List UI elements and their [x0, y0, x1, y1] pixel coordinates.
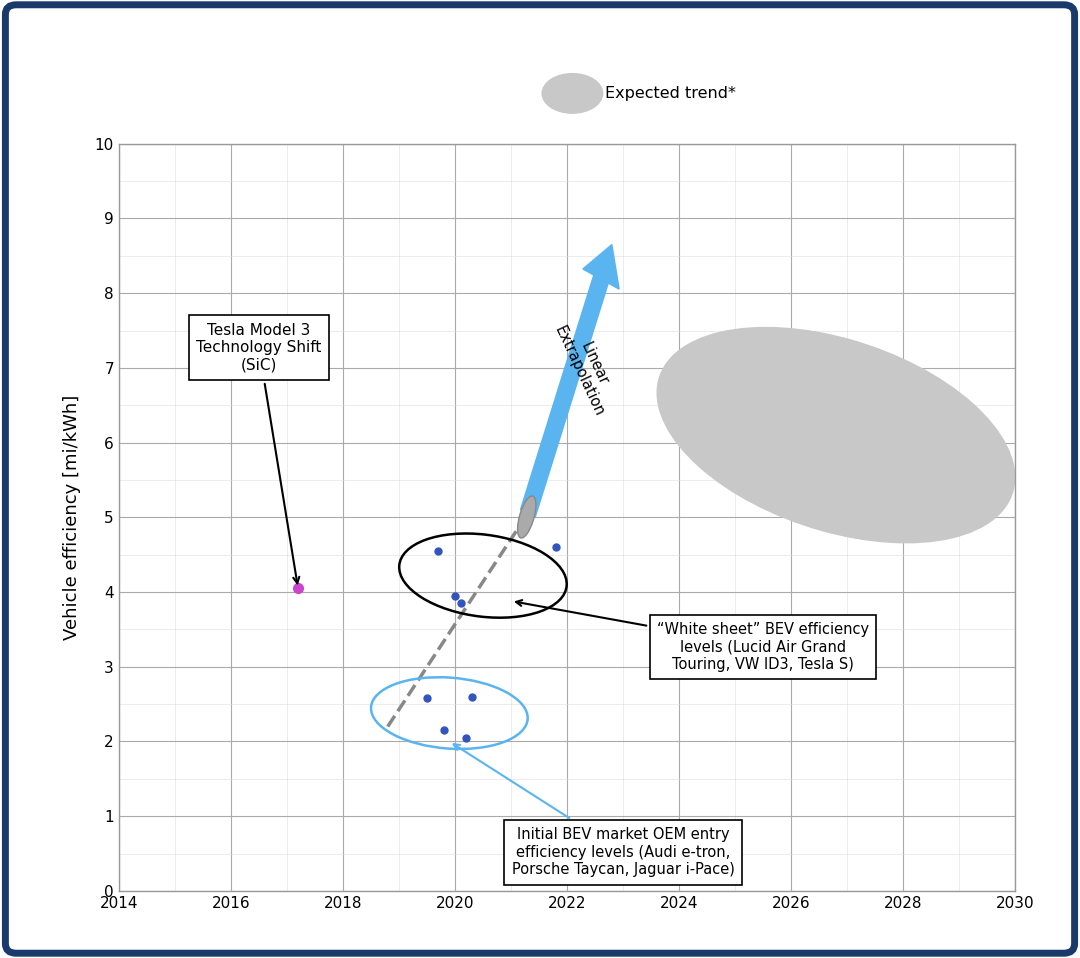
Y-axis label: Vehicle efficiency [mi/kWh]: Vehicle efficiency [mi/kWh]: [63, 395, 81, 640]
FancyArrow shape: [521, 244, 619, 517]
Text: Linear
Extrapolation: Linear Extrapolation: [551, 316, 622, 420]
Ellipse shape: [657, 328, 1015, 543]
Text: Expected trend*: Expected trend*: [605, 86, 735, 101]
Text: Initial BEV market OEM entry
efficiency levels (Audi e-tron,
Porsche Taycan, Jag: Initial BEV market OEM entry efficiency …: [454, 744, 734, 878]
Text: “White sheet” BEV efficiency
levels (Lucid Air Grand
Touring, VW ID3, Tesla S): “White sheet” BEV efficiency levels (Luc…: [516, 600, 869, 672]
Ellipse shape: [517, 496, 536, 538]
Ellipse shape: [542, 74, 603, 113]
Text: Tesla Model 3
Technology Shift
(SiC): Tesla Model 3 Technology Shift (SiC): [197, 323, 322, 583]
